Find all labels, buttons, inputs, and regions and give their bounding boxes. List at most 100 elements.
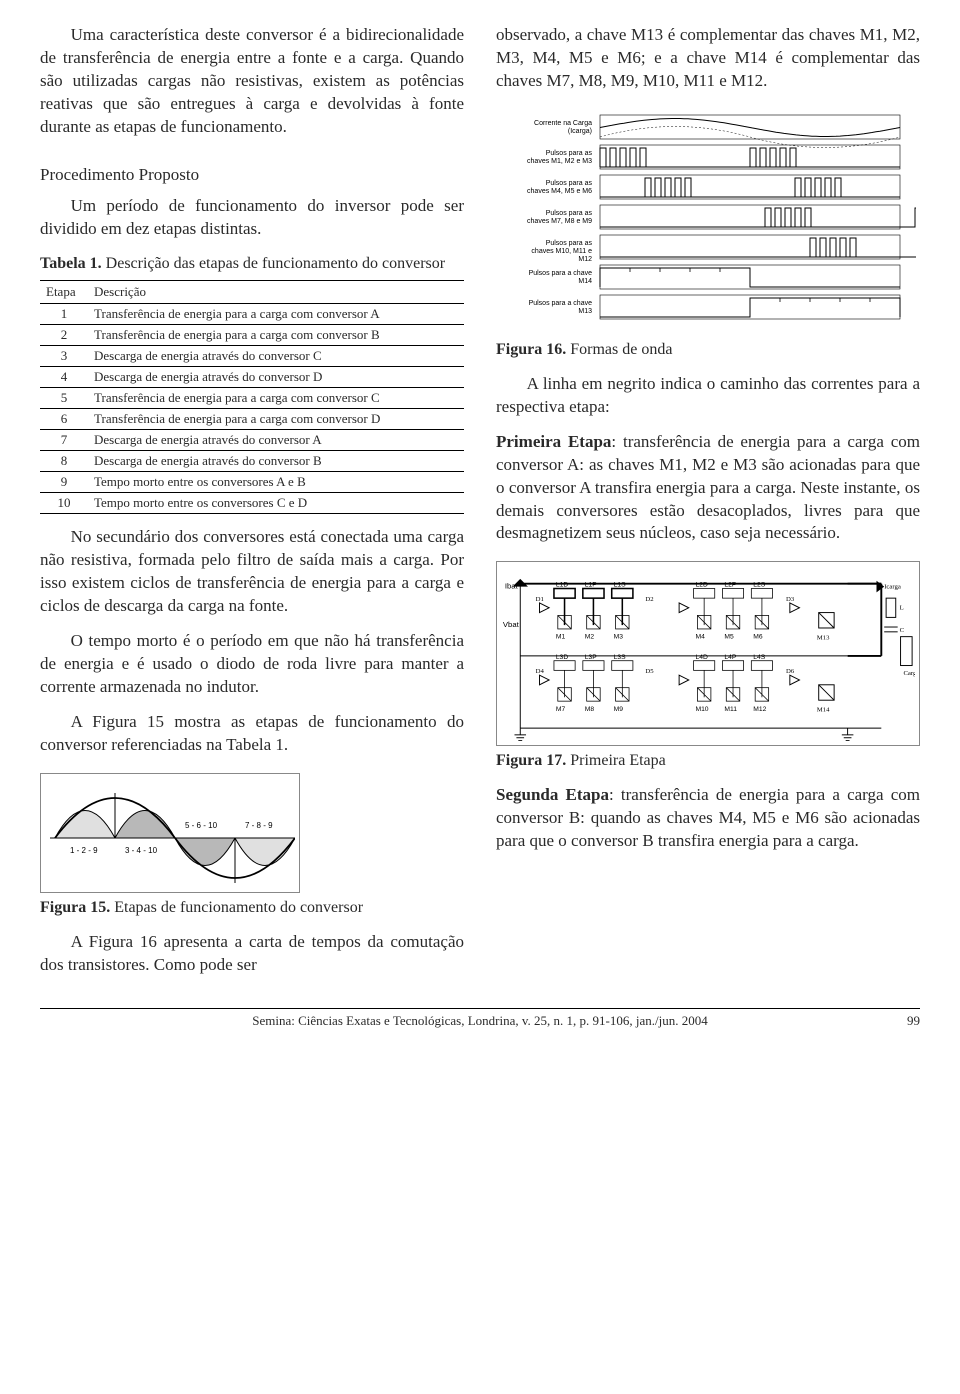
svg-text:L1D: L1D <box>556 582 568 589</box>
svg-text:1 - 2 - 9: 1 - 2 - 9 <box>70 846 98 855</box>
table-row: 9Tempo morto entre os conversores A e B <box>40 472 464 493</box>
svg-text:L4D: L4D <box>695 654 707 661</box>
svg-text:M3: M3 <box>614 634 624 641</box>
table-row: 6Transferência de energia para a carga c… <box>40 409 464 430</box>
cell-etapa: 3 <box>40 346 88 367</box>
svg-text:Pulsos para as: Pulsos para as <box>546 240 593 247</box>
svg-text:L3D: L3D <box>556 654 568 661</box>
cell-etapa: 1 <box>40 304 88 325</box>
svg-text:D4: D4 <box>536 669 545 676</box>
svg-text:M12: M12 <box>578 256 592 263</box>
cell-descricao: Descarga de energia através do conversor… <box>88 346 464 367</box>
paragraph-intro: Uma característica deste conversor é a b… <box>40 24 464 139</box>
svg-text:3 - 4 - 10: 3 - 4 - 10 <box>125 846 158 855</box>
cell-descricao: Transferência de energia para a carga co… <box>88 409 464 430</box>
cell-descricao: Descarga de energia através do conversor… <box>88 451 464 472</box>
svg-text:Pulsos para as: Pulsos para as <box>546 150 593 157</box>
th-etapa: Etapa <box>40 281 88 304</box>
cell-descricao: Descarga de energia através do conversor… <box>88 430 464 451</box>
svg-text:chaves M1, M2 e M3: chaves M1, M2 e M3 <box>527 158 592 165</box>
svg-text:Pulsos para a chave: Pulsos para a chave <box>529 300 593 307</box>
svg-text:chaves M10, M11 e: chaves M10, M11 e <box>531 248 592 255</box>
svg-text:M4: M4 <box>695 634 705 641</box>
table-row: 1Transferência de energia para a carga c… <box>40 304 464 325</box>
svg-text:M6: M6 <box>753 634 763 641</box>
svg-text:(Icarga): (Icarga) <box>568 128 592 135</box>
svg-text:M8: M8 <box>585 706 595 713</box>
section-heading: Procedimento Proposto <box>40 165 464 185</box>
cell-etapa: 6 <box>40 409 88 430</box>
table-row: 10Tempo morto entre os conversores C e D <box>40 493 464 514</box>
paragraph-observed: observado, a chave M13 é complementar da… <box>496 24 920 93</box>
svg-text:D3: D3 <box>786 596 795 603</box>
svg-text:M11: M11 <box>724 706 737 713</box>
svg-text:Carga: Carga <box>903 671 915 678</box>
left-column: Uma característica deste conversor é a b… <box>40 24 464 988</box>
paragraph-primeira-etapa: Primeira Etapa: transferência de energia… <box>496 431 920 546</box>
table-row: 3Descarga de energia através do converso… <box>40 346 464 367</box>
cell-descricao: Transferência de energia para a carga co… <box>88 325 464 346</box>
cell-descricao: Descarga de energia através do conversor… <box>88 367 464 388</box>
table-row: 7Descarga de energia através do converso… <box>40 430 464 451</box>
table-header-row: Etapa Descrição <box>40 281 464 304</box>
cell-etapa: 8 <box>40 451 88 472</box>
svg-text:M5: M5 <box>724 634 734 641</box>
svg-text:chaves M7, M8 e M9: chaves M7, M8 e M9 <box>527 218 592 225</box>
svg-text:M12: M12 <box>753 706 766 713</box>
table-etapas: Etapa Descrição 1Transferência de energi… <box>40 280 464 514</box>
svg-text:Pulsos para as: Pulsos para as <box>546 180 593 187</box>
svg-text:L4S: L4S <box>753 654 765 661</box>
figure-16-caption: Figura 16. Formas de onda <box>496 341 920 359</box>
figure-15-caption: Figura 15. Etapas de funcionamento do co… <box>40 899 464 917</box>
table-row: 2Transferência de energia para a carga c… <box>40 325 464 346</box>
svg-text:M14: M14 <box>817 707 830 714</box>
th-descricao: Descrição <box>88 281 464 304</box>
paragraph-deadtime: O tempo morto é o período em que não há … <box>40 630 464 699</box>
page-footer: Semina: Ciências Exatas e Tecnológicas, … <box>40 1008 920 1029</box>
cell-descricao: Transferência de energia para a carga co… <box>88 388 464 409</box>
paragraph-period: Um período de funcionamento do inversor … <box>40 195 464 241</box>
svg-text:L2S: L2S <box>753 582 765 589</box>
figure-15: 1 - 2 - 9 3 - 4 - 10 5 - 6 - 10 7 - 8 - … <box>40 773 300 893</box>
svg-text:M2: M2 <box>585 634 595 641</box>
cell-descricao: Transferência de energia para a carga co… <box>88 304 464 325</box>
paragraph-secondary: No secundário dos conversores está conec… <box>40 526 464 618</box>
footer-page-number: 99 <box>880 1013 920 1029</box>
svg-text:L2D: L2D <box>695 582 707 589</box>
figure-17: IbatVbatL1DL1PL1SM1M2M3D1L2DL2PL2SM4M5M6… <box>496 561 920 746</box>
svg-text:5 - 6 - 10: 5 - 6 - 10 <box>185 821 218 830</box>
table-row: 4Descarga de energia através do converso… <box>40 367 464 388</box>
svg-text:L1P: L1P <box>585 582 597 589</box>
svg-text:M13: M13 <box>578 308 592 315</box>
paragraph-segunda-etapa: Segunda Etapa: transferência de energia … <box>496 784 920 853</box>
svg-text:L3S: L3S <box>614 654 626 661</box>
cell-etapa: 2 <box>40 325 88 346</box>
svg-text:D1: D1 <box>536 596 544 603</box>
svg-text:Pulsos para a chave: Pulsos para a chave <box>529 270 593 277</box>
svg-text:L: L <box>900 605 904 612</box>
table-row: 5Transferência de energia para a carga c… <box>40 388 464 409</box>
svg-text:L4P: L4P <box>724 654 736 661</box>
svg-text:C: C <box>900 627 905 634</box>
footer-citation: Semina: Ciências Exatas e Tecnológicas, … <box>80 1013 880 1029</box>
paragraph-bold-line: A linha em negrito indica o caminho das … <box>496 373 920 419</box>
cell-etapa: 10 <box>40 493 88 514</box>
svg-text:Vbat: Vbat <box>503 620 520 629</box>
svg-text:L3P: L3P <box>585 654 597 661</box>
svg-text:M10: M10 <box>695 706 708 713</box>
svg-text:Pulsos para as: Pulsos para as <box>546 210 593 217</box>
svg-text:M1: M1 <box>556 634 566 641</box>
right-column: observado, a chave M13 é complementar da… <box>496 24 920 988</box>
svg-text:7 - 8 - 9: 7 - 8 - 9 <box>245 821 273 830</box>
svg-text:M7: M7 <box>556 706 566 713</box>
cell-etapa: 7 <box>40 430 88 451</box>
cell-etapa: 4 <box>40 367 88 388</box>
svg-text:L2P: L2P <box>724 582 736 589</box>
svg-text:M13: M13 <box>817 635 830 642</box>
figure-17-caption: Figura 17. Primeira Etapa <box>496 752 920 770</box>
cell-etapa: 5 <box>40 388 88 409</box>
svg-text:D6: D6 <box>786 669 795 676</box>
table1-caption: Tabela 1. Descrição das etapas de funcio… <box>40 253 464 275</box>
paragraph-fig16ref: A Figura 16 apresenta a carta de tempos … <box>40 931 464 977</box>
svg-text:D5: D5 <box>645 669 654 676</box>
